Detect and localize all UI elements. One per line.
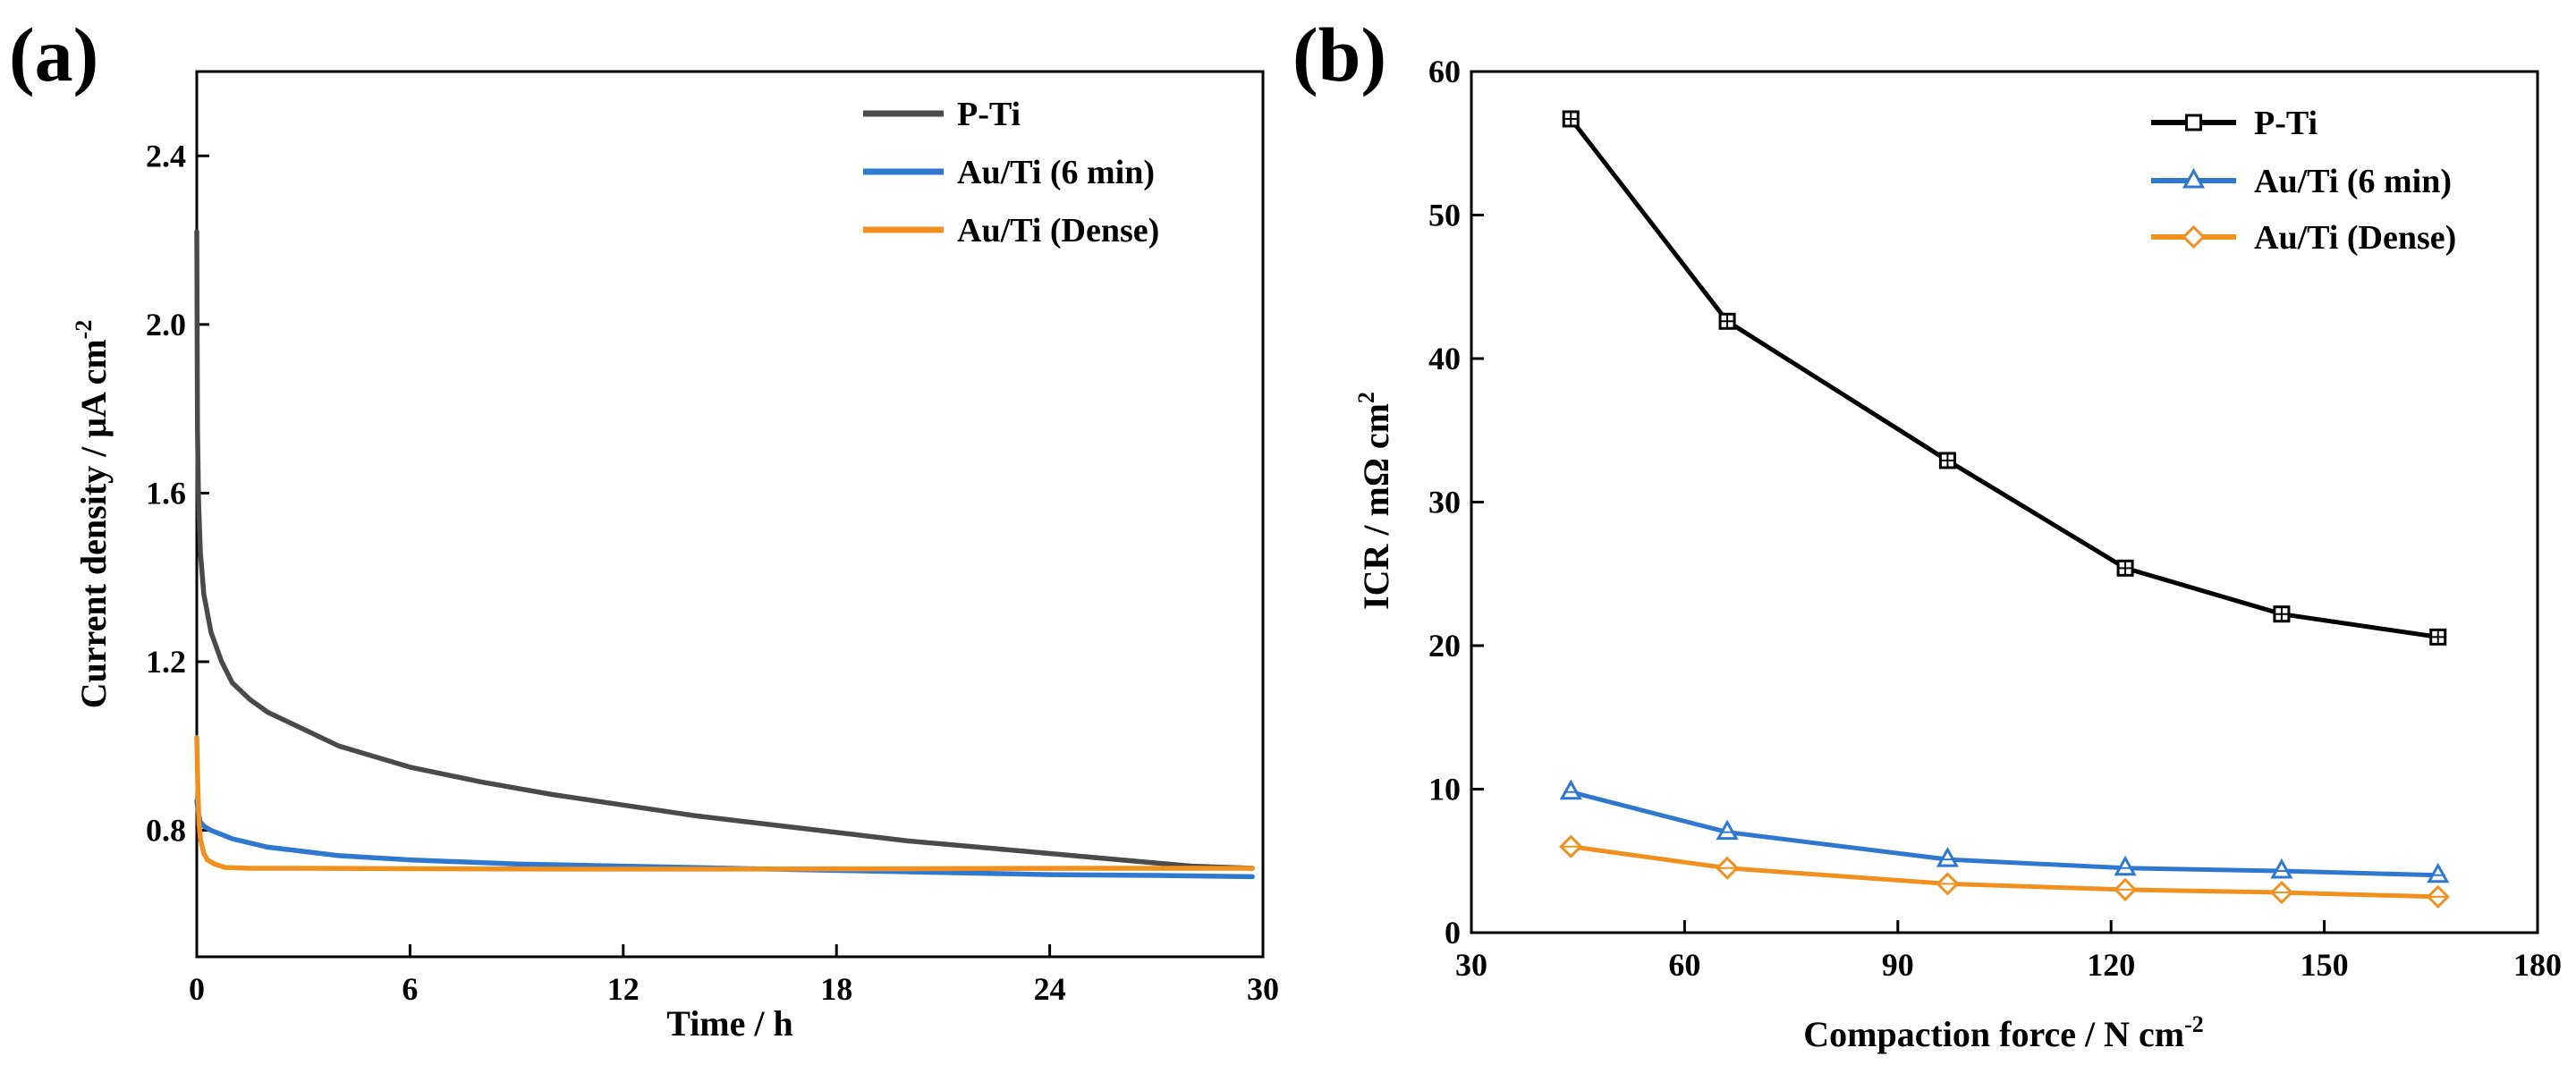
- panel-a-x-axis-title: Time / h: [666, 1003, 793, 1044]
- legend-label-p-ti: P-Ti: [2254, 105, 2318, 142]
- data-point-p-ti: [1938, 452, 1956, 469]
- series-line-p-ti: [194, 229, 1255, 871]
- x-tick-label: 18: [820, 971, 852, 1007]
- data-point-au-ti-6-min: [2270, 858, 2293, 879]
- data-point-au-ti-6-min: [1936, 847, 1959, 867]
- y-axis-title-text: Current density / μA cm: [73, 339, 114, 708]
- x-tick-label: 6: [402, 971, 418, 1007]
- x-tick-label: 180: [2513, 947, 2562, 983]
- y-tick-label: 40: [1428, 341, 1461, 376]
- y-tick-label: 0: [1445, 915, 1461, 951]
- data-point-au-ti-6-min: [1559, 779, 1582, 800]
- data-point-p-ti: [2429, 628, 2447, 646]
- data-point-p-ti: [1562, 110, 1580, 128]
- panel-b-legend: P-Ti Au/Ti (6 min) Au/Ti (Dense): [2151, 105, 2456, 257]
- data-point-au-ti-dense: [1559, 834, 1583, 858]
- y-tick-label: 30: [1428, 485, 1461, 520]
- y-tick-label: 1.2: [146, 644, 186, 680]
- series-line-au-ti-6-min: [194, 798, 1255, 880]
- legend-marker-au-ti-dense: [2182, 224, 2206, 249]
- y-tick-label: 10: [1428, 772, 1461, 807]
- data-point-au-ti-dense: [2269, 880, 2294, 905]
- x-tick-label: 30: [1455, 947, 1487, 983]
- panel-a: (a) 0 6 12 18 24 30 0.8 1.2 1.6 2.0 2.4 …: [9, 12, 1279, 1044]
- x-tick-label: 0: [189, 971, 205, 1007]
- x-axis-title-superscript: -2: [2184, 1011, 2204, 1037]
- y-tick-label: 60: [1428, 54, 1461, 89]
- data-point-p-ti: [1718, 312, 1736, 330]
- panel-a-x-tick-labels: 0 6 12 18 24 30: [189, 971, 1279, 1007]
- panel-a-ticks: [195, 154, 1265, 957]
- panel-b-y-axis-title: ICR / mΩ cm2: [1353, 392, 1396, 610]
- panel-b-label: (b): [1292, 12, 1386, 97]
- panel-a-y-tick-labels: 0.8 1.2 1.6 2.0 2.4: [146, 138, 186, 848]
- panel-a-series: [194, 229, 1255, 880]
- x-axis-title-text: Compaction force / N cm: [1803, 1014, 2184, 1054]
- panel-a-frame: [195, 70, 1265, 959]
- y-tick-label: 0.8: [146, 813, 186, 849]
- legend-label-p-ti: P-Ti: [957, 96, 1021, 133]
- y-axis-title-superscript: 2: [1353, 392, 1379, 403]
- y-tick-label: 1.6: [146, 475, 186, 511]
- data-point-p-ti: [2116, 559, 2134, 577]
- x-tick-label: 24: [1034, 971, 1066, 1007]
- x-tick-label: 12: [607, 971, 640, 1007]
- data-point-au-ti-dense: [2426, 884, 2450, 909]
- legend-marker-p-ti: [2185, 114, 2202, 131]
- data-point-p-ti: [2273, 605, 2291, 623]
- legend-label-au-ti-dense: Au/Ti (Dense): [2254, 219, 2456, 257]
- panel-b: (b) 30 60 90 120 150 180 0 10 20 30 40 5…: [1292, 12, 2562, 1054]
- legend-label-au-ti-dense: Au/Ti (Dense): [957, 212, 1159, 249]
- series-line-au-ti-6-min: [1568, 790, 2441, 878]
- data-point-au-ti-dense: [1936, 872, 1960, 896]
- panel-b-x-tick-labels: 30 60 90 120 150 180: [1455, 947, 2562, 983]
- x-tick-label: 150: [2301, 947, 2349, 983]
- data-point-au-ti-dense: [1715, 856, 1740, 880]
- panel-b-x-axis-title: Compaction force / N cm-2: [1803, 1011, 2204, 1054]
- x-tick-label: 120: [2087, 947, 2135, 983]
- y-axis-title-superscript: -2: [71, 320, 97, 340]
- y-tick-label: 2.0: [146, 307, 186, 342]
- panel-a-y-axis-title: Current density / μA cm-2: [71, 320, 114, 709]
- x-tick-label: 60: [1668, 947, 1700, 983]
- y-tick-label: 2.4: [146, 138, 186, 173]
- panel-b-ticks: [1470, 70, 2539, 934]
- legend-label-au-ti-6-min: Au/Ti (6 min): [2254, 163, 2452, 200]
- y-tick-label: 50: [1428, 198, 1461, 233]
- panel-a-legend: P-Ti Au/Ti (6 min) Au/Ti (Dense): [863, 96, 1159, 249]
- y-tick-label: 20: [1428, 628, 1461, 664]
- x-tick-label: 30: [1247, 971, 1279, 1007]
- legend-marker-au-ti-6-min: [2182, 167, 2206, 189]
- series-line-au-ti-dense: [1568, 844, 2441, 900]
- panel-b-series: [1559, 110, 2450, 909]
- data-point-au-ti-6-min: [1716, 819, 1739, 841]
- data-point-au-ti-6-min: [2427, 862, 2450, 883]
- panel-b-y-tick-labels: 0 10 20 30 40 50 60: [1428, 54, 1461, 951]
- series-line-p-ti: [1568, 116, 2441, 639]
- x-tick-label: 90: [1882, 947, 1914, 983]
- data-point-au-ti-dense: [2113, 877, 2138, 901]
- panel-a-label: (a): [9, 12, 98, 97]
- legend-label-au-ti-6-min: Au/Ti (6 min): [957, 154, 1155, 191]
- data-point-au-ti-6-min: [2114, 855, 2137, 876]
- y-axis-title-text: ICR / mΩ cm: [1356, 403, 1396, 610]
- series-line-au-ti-dense: [194, 735, 1255, 872]
